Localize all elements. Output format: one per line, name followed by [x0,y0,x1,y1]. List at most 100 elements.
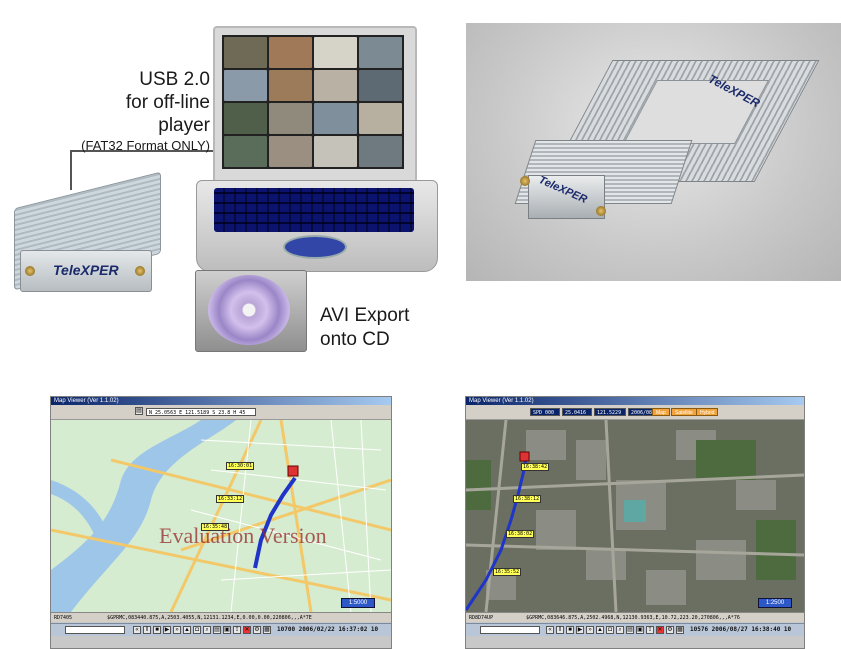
close-icon[interactable]: ✕ [656,626,664,634]
usb-cable [70,150,220,152]
printer-icon[interactable]: ▤ [135,407,143,415]
forward-icon[interactable]: » [586,626,594,634]
video-thumbnail [314,103,357,134]
save-icon[interactable]: ▣ [636,626,644,634]
forward-icon[interactable]: » [173,626,181,634]
longitude-field: 121.5229 [594,408,626,416]
playback-slider[interactable] [65,626,125,634]
playback-datetime: 10576 2006/08/27 16:38:40 10 [690,626,792,633]
video-thumbnail [269,70,312,101]
vehicle-marker-icon [519,451,530,462]
play-icon[interactable]: ▶ [163,626,171,634]
knob-icon [520,176,530,186]
video-thumbnail [224,103,267,134]
usb-cable-drop [70,150,72,190]
street-map-canvas[interactable] [51,420,391,612]
zoom-control[interactable]: 1:2500 [758,598,792,608]
map-icon[interactable]: ▦ [676,626,684,634]
rewind-icon[interactable]: « [546,626,554,634]
status-bar: RD8D74UP $GPRMC,083646.875,A,2502.4968,N… [466,612,804,622]
window-titlebar: Map Viewer (Ver 1.1.02) [466,397,804,405]
gps-readout: N 25.0563 E 121.5189 S 23.8 H 45 [146,408,256,416]
map-icon[interactable]: ▦ [263,626,271,634]
settings-icon[interactable]: ⚙ [253,626,261,634]
export-icon[interactable]: ⇪ [233,626,241,634]
playback-slider[interactable] [480,626,540,634]
snapshot-icon[interactable]: ◘ [606,626,614,634]
usb-device-face: TeleXPER [20,250,152,292]
usb-caption-line1: USB 2.0 [139,69,210,90]
knob-icon [596,206,606,216]
pause-icon[interactable]: ‖ [143,626,151,634]
gps-route [253,476,297,569]
video-thumbnail [359,37,402,68]
export-icon[interactable]: ⇪ [646,626,654,634]
usb-caption: USB 2.0 for off-line player (FAT32 Forma… [78,68,210,154]
save-icon[interactable]: ▣ [223,626,231,634]
timestamp-tag: 16:33:12 [216,495,245,503]
knob-icon [25,266,35,276]
building-blocks [486,430,776,605]
eject-icon[interactable]: ▲ [183,626,191,634]
street-map[interactable]: 16:30:01 16:33:12 16:35:48 Evaluation Ve… [51,420,391,612]
pool-roof [624,500,646,522]
video-thumbnail [359,136,402,167]
map-toolbar: SPD 000 25.0416 121.5229 2006/08/27 Map … [466,405,804,420]
stop-icon[interactable]: ■ [566,626,574,634]
print-icon[interactable]: ▤ [213,626,221,634]
map-toolbar: ▤ N 25.0563 E 121.5189 S 23.8 H 45 [51,405,391,420]
timestamp-tag: 16:30:01 [226,462,255,470]
knob-icon [135,266,145,276]
snapshot-icon[interactable]: ◘ [193,626,201,634]
timestamp-tag: 16:38:02 [506,530,535,538]
stop-icon[interactable]: ■ [153,626,161,634]
laptop-touchpad [283,235,347,259]
video-thumbnail [224,70,267,101]
print-icon[interactable]: ▤ [626,626,634,634]
usb-device-brand: TeleXPER [53,262,119,278]
play-icon[interactable]: ▶ [576,626,584,634]
nmea-sentence: $GPRMC,083440.875,A,2503.4055,N,12131.12… [107,615,312,621]
vehicle-marker-icon [287,465,299,477]
tab-map[interactable]: Map [652,408,670,416]
settings-icon[interactable]: ⚙ [666,626,674,634]
video-thumbnail [269,136,312,167]
search-icon[interactable]: ⌕ [203,626,211,634]
usb-caption-line3: (FAT32 Format ONLY) [81,138,210,153]
status-left: RD8D74UP [469,615,494,621]
laptop-screen-video-grid [222,35,404,169]
search-icon[interactable]: ⌕ [616,626,624,634]
video-thumbnail [224,136,267,167]
tab-hybrid[interactable]: Hybrid [696,408,719,416]
satellite-map[interactable]: 16:38:42 16:38:12 16:38:02 16:35:52 1:25… [466,420,804,612]
video-thumbnail [314,37,357,68]
eject-icon[interactable]: ▲ [596,626,604,634]
close-icon[interactable]: ✕ [243,626,251,634]
video-thumbnail [359,103,402,134]
status-left: RD7405 [54,615,73,621]
video-thumbnail [314,70,357,101]
timestamp-tag: 16:38:12 [513,495,542,503]
window-titlebar: Map Viewer (Ver 1.1.02) [51,397,391,405]
green-areas [466,440,796,580]
latitude-field: 25.0416 [562,408,592,416]
playback-controls: « ‖ ■ ▶ » ▲ ◘ ⌕ ▤ ▣ ⇪ ✕ ⚙ ▦ 10700 2006/0… [51,623,391,636]
drawer-brand: TeleXPER [536,174,589,206]
video-thumbnail [359,70,402,101]
video-thumbnail [269,103,312,134]
timestamp-tag: 16:35:48 [201,523,230,531]
rewind-icon[interactable]: « [133,626,141,634]
video-thumbnail [224,37,267,68]
evaluation-watermark: Evaluation Version [159,523,327,548]
avi-caption-line2: onto CD [320,329,390,350]
cd-disc-icon [208,275,290,345]
map-main-roads [51,420,391,612]
pause-icon[interactable]: ‖ [556,626,564,634]
satellite-roads [466,420,804,612]
status-bar: RD7405 $GPRMC,083440.875,A,2503.4055,N,1… [51,612,391,622]
satellite-map-canvas[interactable] [466,420,804,612]
map-river-branch [51,480,111,546]
avi-caption: AVI Export onto CD [320,304,409,352]
tab-satellite[interactable]: Satellite [671,408,697,416]
zoom-control[interactable]: 1:5000 [341,598,375,608]
